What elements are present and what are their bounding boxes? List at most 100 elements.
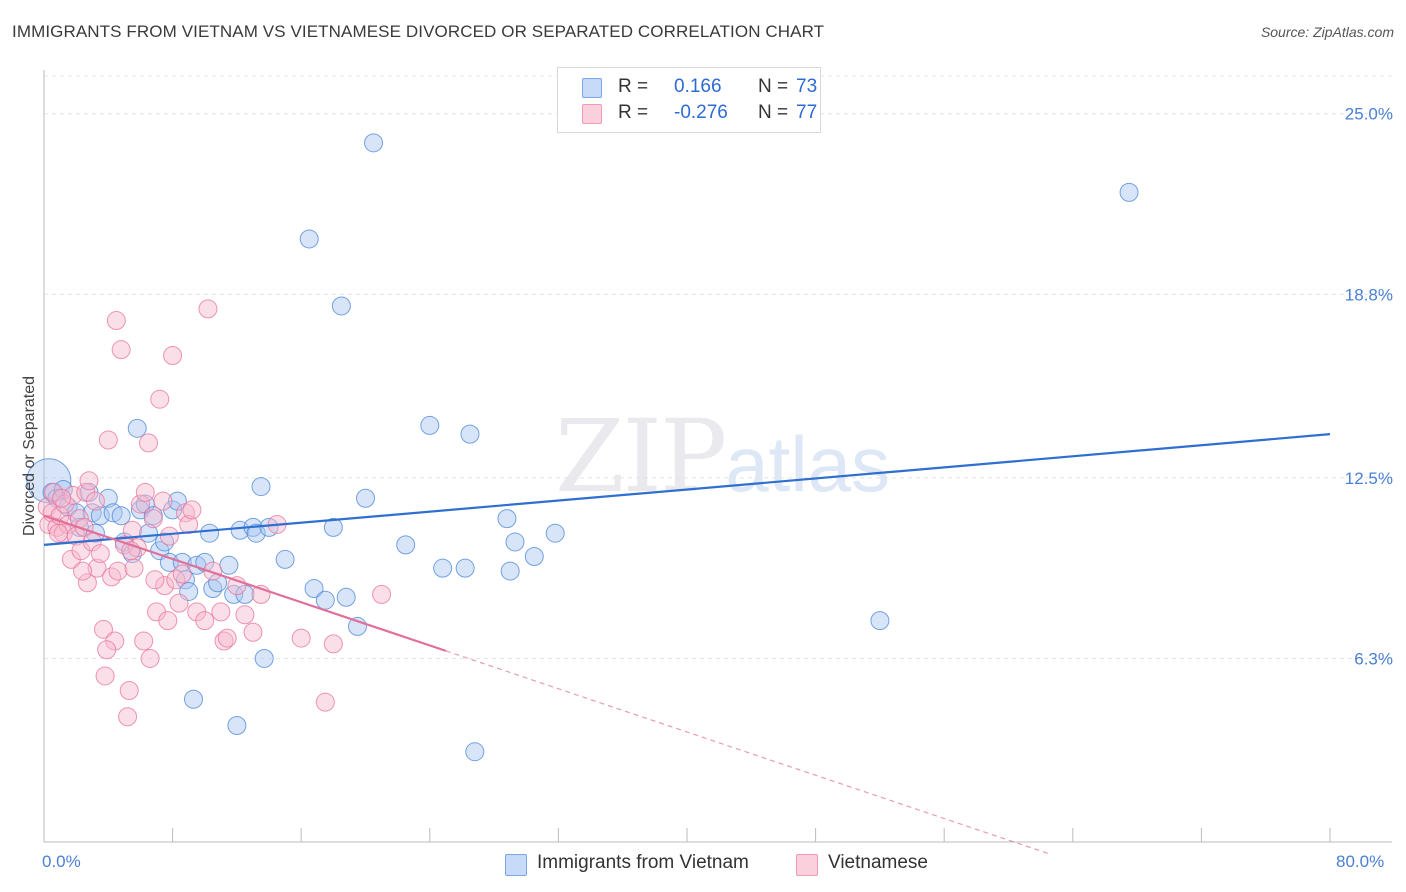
x-tick-min: 0.0% [42,852,81,871]
vietnam-point-48 [315,590,335,610]
legend-n-label: N = [758,102,789,123]
vietnamese-point-64 [243,622,263,642]
correlation-legend: R = 0.166 N = 73 R = -0.276 N = 77 [557,67,821,133]
vietnamese-point-16 [77,573,97,593]
vietnamese-point-41 [143,509,163,529]
vietnamese-point-22 [93,619,113,639]
vietnamese-point-28 [108,561,128,581]
trend-lines [43,433,1331,855]
vietnam-point-50 [331,296,351,316]
vietnamese-point-54 [182,500,202,520]
vietnamese-point-37 [134,631,154,651]
vietnamese-point-71 [48,523,68,543]
vietnam-point-59 [460,424,480,444]
source-label: Source: ZipAtlas.com [1260,24,1394,40]
vietnam-point-13 [111,506,131,526]
legend-n-value: 77 [796,102,818,123]
legend-r-value: 0.166 [674,76,722,97]
vietnamese-point-29 [111,340,131,360]
bottom-legend-swatch-vietnam [505,854,527,876]
vietnamese-point-57 [198,299,218,319]
vietnamese-point-67 [291,628,311,648]
vietnamese-point-32 [119,681,139,701]
vietnamese-point-59 [211,602,231,622]
vietnamese-point-58 [203,561,223,581]
vietnam-point-53 [356,488,375,508]
vietnam-point-37 [227,715,247,735]
vietnamese-point-63 [235,605,255,625]
vietnamese-point-43 [150,389,170,409]
vietnam-point-56 [420,415,440,435]
y-axis-label: Divorced or Separated [21,376,38,536]
watermark: ZIPatlas [555,398,890,515]
vietnam-point-62 [500,561,520,581]
vietnamese-point-38 [135,482,155,502]
vietnam-point-47 [304,579,324,599]
legend-r-label: R = [618,76,649,97]
vietnamese-point-39 [138,433,158,453]
bottom-legend-label-vietnam: Immigrants from Vietnam [537,852,749,873]
y-tick-labels: 6.3% 12.5% 18.8% 25.0% [1345,105,1393,669]
vietnamese-point-44 [153,491,173,511]
vietnamese-point-68 [315,692,335,712]
vietnam-point-65 [545,523,565,543]
y-tick-label-2: 18.8% [1345,285,1393,304]
y-tick-label-3: 25.0% [1345,105,1393,124]
vietnamese-point-56 [195,611,215,631]
legend-r-label: R = [618,102,649,123]
vietnam-point-54 [364,133,384,153]
vietnamese-point-27 [106,311,126,331]
data-points [26,133,1139,762]
vietnamese-point-47 [159,526,179,546]
vietnamese-point-50 [169,593,189,613]
vietnamese-point-60 [214,631,234,651]
vietnamese-point-36 [130,494,150,514]
vietnam-point-35 [219,555,239,575]
vietnam-point-55 [396,535,416,555]
vietnam-point-42 [251,477,271,497]
vietnam-point-60 [465,742,485,762]
vietnam-point-32 [200,523,220,543]
vietnam-point-64 [524,547,544,567]
vietnamese-point-51 [172,564,192,584]
x-tick-max: 80.0% [1336,852,1385,871]
vietnam-point-41 [246,523,266,543]
vietnam-point-49 [323,517,343,537]
vietnam-point-38 [230,520,250,540]
vietnamese-point-34 [124,558,144,578]
vietnam-point-66 [870,611,890,631]
chart-title: IMMIGRANTS FROM VIETNAM VS VIETNAMESE DI… [12,22,825,41]
vietnam-point-58 [455,558,475,578]
vietnam-point-11 [98,488,118,508]
vietnam-point-63 [505,532,525,552]
legend-n-label: N = [758,76,789,97]
axes [43,70,1392,843]
trend-line-vietnamese [43,514,447,652]
trend-line-vietnam [43,433,1331,546]
vietnam-point-19 [138,523,158,543]
vietnam-point-10 [90,506,110,526]
vietnamese-point-73 [73,561,93,581]
vietnamese-point-23 [95,666,115,686]
watermark-atlas: atlas [725,420,891,508]
trend-line-vietnamese-extrapolated [445,650,1049,855]
vietnamese-point-24 [98,430,118,450]
vietnamese-point-74 [97,640,117,660]
vietnamese-point-40 [140,648,160,668]
vietnam-point-45 [275,549,295,569]
vietnamese-point-72 [52,488,72,508]
vietnamese-point-31 [118,707,138,727]
vietnamese-point-48 [163,345,183,365]
legend-swatch-vietnam [582,78,602,98]
vietnam-point-27 [175,570,195,590]
legend-n-value: 73 [796,76,818,97]
vietnamese-point-20 [87,558,107,578]
y-tick-label-0: 6.3% [1354,649,1393,668]
vietnam-point-16 [127,418,147,438]
bottom-legend-swatch-vietnamese [796,854,818,876]
vietnamese-point-70 [372,584,392,604]
vietnamese-point-45 [155,576,175,596]
vietnamese-point-33 [122,520,142,540]
vietnam-point-29 [183,689,203,709]
